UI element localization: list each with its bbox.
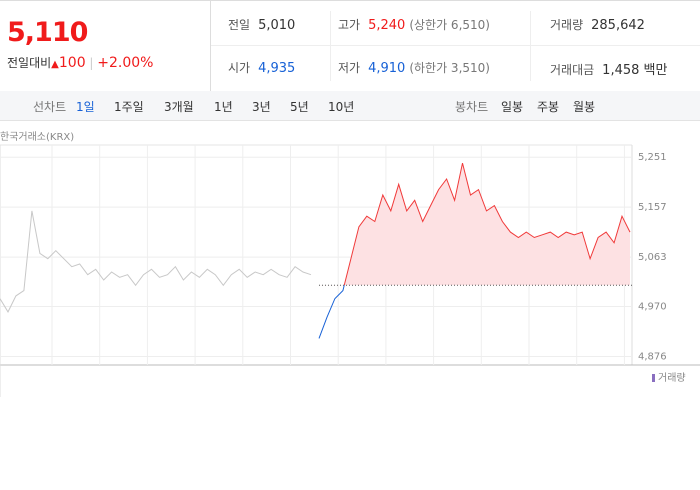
price-box: 5,110 전일대비▲100 | +2.00% <box>0 1 211 91</box>
tab[interactable]: 3개월 <box>164 100 194 114</box>
pre-market-line <box>0 210 312 313</box>
price-area <box>344 163 630 286</box>
quote-note: (상한가 6,510) <box>409 18 490 32</box>
source-label: 한국거래소(KRX) <box>0 131 74 143</box>
quote-label: 거래대금 <box>550 63 595 77</box>
quote-value: 1,458 백만 <box>602 63 668 78</box>
tab[interactable]: 3년 <box>252 100 271 114</box>
quote-value: 4,910 <box>368 61 406 76</box>
change-value: 100 <box>58 55 86 71</box>
tab[interactable]: 5년 <box>290 100 309 114</box>
y-tick-label: 5,251 <box>638 152 667 163</box>
change-pct: +2.00% <box>97 55 154 71</box>
quote-value: 5,240 <box>368 18 406 33</box>
quote-label: 시가 <box>228 61 251 75</box>
quote-note: (하한가 3,510) <box>409 61 490 75</box>
tab[interactable]: 1일 <box>76 100 95 114</box>
chart: 한국거래소(KRX) 4,876 4,970 5,063 5,157 5,251 거래량 <box>0 131 700 397</box>
quote-panel: 5,110 전일대비▲100 | +2.00% 전일 5,010 고가 5,240 (상… <box>0 0 700 92</box>
change-label: 전일대비 <box>7 56 52 70</box>
quote-item: 거래대금 1,458 백만 <box>550 59 667 78</box>
quote-label: 고가 <box>338 18 361 32</box>
tab-group-label: 선차트 <box>33 100 67 114</box>
volume-legend-swatch <box>652 374 655 382</box>
price-line-up <box>343 162 631 286</box>
quote-value: 5,010 <box>258 18 296 33</box>
tab[interactable]: 1년 <box>214 100 233 114</box>
volume-label: 거래량 <box>658 372 686 384</box>
y-tick-label: 5,157 <box>638 202 667 213</box>
y-tick-label: 5,063 <box>638 252 667 263</box>
tab[interactable]: 1주일 <box>114 100 144 114</box>
price: 5,110 <box>7 17 88 48</box>
tab[interactable]: 10년 <box>328 100 355 114</box>
quote-item: 저가 4,910 (하한가 3,510) <box>338 59 490 76</box>
y-tick-label: 4,876 <box>638 351 667 362</box>
tab[interactable]: 일봉 <box>501 100 524 114</box>
quote-value: 4,935 <box>258 61 296 76</box>
tab[interactable]: 월봉 <box>573 100 596 114</box>
quote-item: 시가 4,935 <box>228 59 295 76</box>
quote-item: 전일 5,010 <box>228 16 295 33</box>
quote-label: 전일 <box>228 18 251 32</box>
y-tick-label: 4,970 <box>638 302 667 313</box>
quote-value: 285,642 <box>591 18 645 33</box>
toolbar: 선차트 1일 1주일 3개월 1년 3년 5년 10년 봉차트 일봉 주봉 월봉 <box>0 91 700 121</box>
up-arrow: ▲ <box>51 59 59 70</box>
tab-group-label: 봉차트 <box>455 100 489 114</box>
tab[interactable]: 주봉 <box>537 100 560 114</box>
quote-item: 거래량 285,642 <box>550 16 645 33</box>
change: 전일대비▲100 | +2.00% <box>7 55 154 71</box>
quote-label: 거래량 <box>550 18 584 32</box>
quote-item: 고가 5,240 (상한가 6,510) <box>338 16 490 33</box>
quote-label: 저가 <box>338 61 361 75</box>
